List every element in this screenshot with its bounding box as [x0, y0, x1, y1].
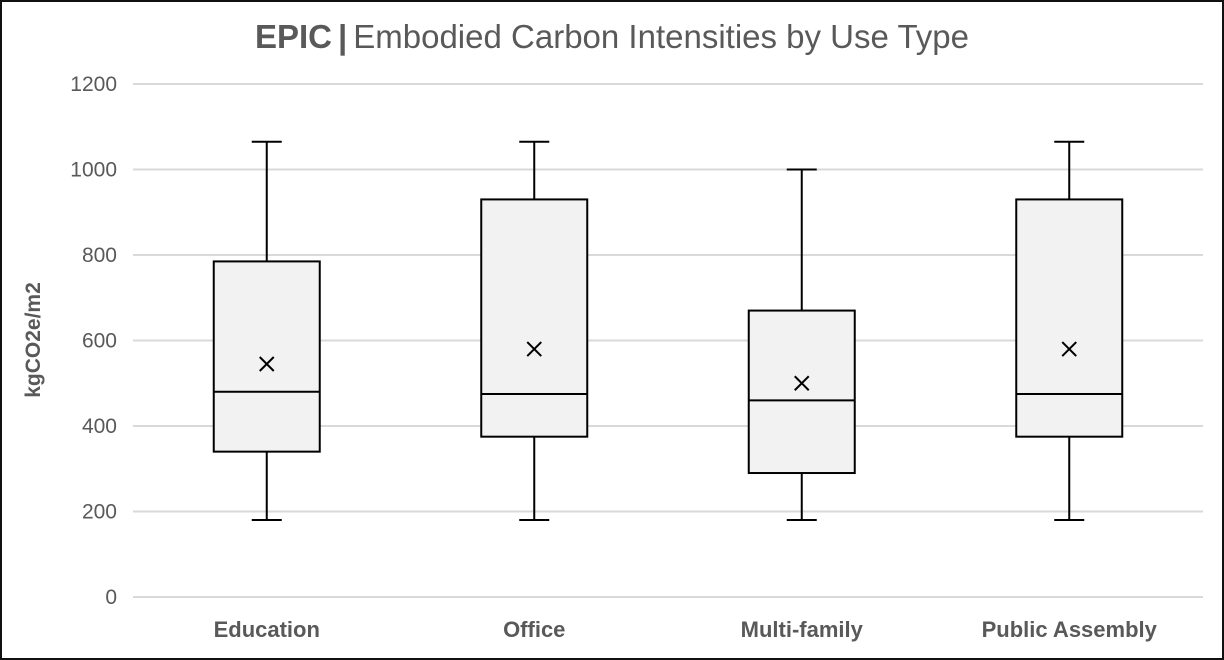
box-mean-marker	[259, 356, 275, 372]
box-iqr	[747, 309, 856, 475]
chart-title-text: Embodied Carbon Intensities by Use Type	[353, 18, 969, 55]
mean-marker-stroke	[259, 356, 275, 372]
chart-title: EPIC | Embodied Carbon Intensities by Use …	[0, 18, 1224, 56]
box-iqr	[480, 198, 589, 438]
box-mean-marker	[794, 375, 810, 391]
y-tick-label: 0	[105, 586, 117, 609]
x-tick-label: Public Assembly	[982, 617, 1158, 642]
mean-marker-stroke	[794, 375, 810, 391]
box-group	[1015, 140, 1124, 522]
y-axis-label: kgCO2e/m2	[22, 282, 45, 398]
chart-title-separator: |	[338, 18, 348, 55]
x-tick-label: Multi-family	[741, 617, 864, 642]
mean-marker-stroke	[1061, 341, 1077, 357]
x-tick-label: Office	[503, 617, 565, 642]
y-axis-ticks: 0 200 400 600 800 1000 1200	[70, 73, 117, 609]
y-tick-label: 600	[82, 330, 117, 353]
box-iqr	[212, 260, 321, 453]
box-group	[212, 140, 321, 522]
mean-marker-stroke	[526, 341, 542, 357]
box-group	[747, 168, 856, 522]
x-tick-label: Education	[214, 617, 320, 642]
box-mean-marker	[526, 341, 542, 357]
y-tick-label: 400	[82, 415, 117, 438]
box-mean-marker	[1061, 341, 1077, 357]
y-tick-label: 200	[82, 501, 117, 524]
y-tick-label: 800	[82, 244, 117, 267]
boxes	[212, 140, 1124, 522]
y-tick-label: 1000	[70, 159, 117, 182]
box-group	[480, 140, 589, 522]
y-tick-label: 1200	[70, 73, 117, 96]
x-axis-ticks: Education Office Multi-family Public Assemb…	[214, 617, 1158, 642]
box-iqr	[1015, 198, 1124, 438]
chart-title-brand: EPIC	[254, 18, 333, 55]
